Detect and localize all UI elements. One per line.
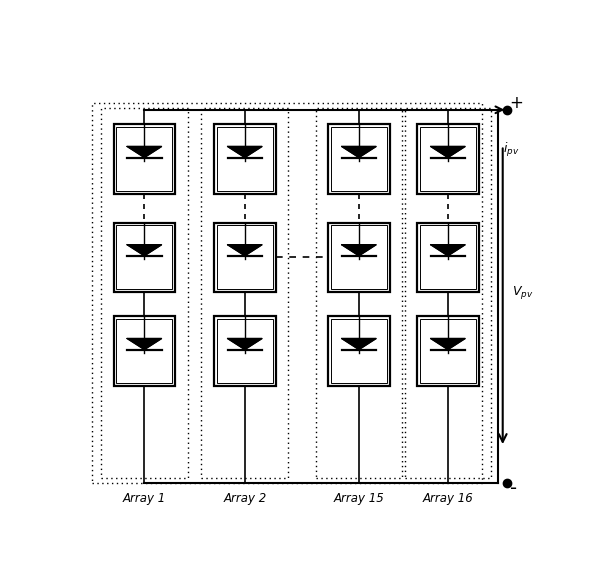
Bar bbox=[417, 124, 479, 194]
Bar bbox=[217, 319, 273, 383]
Bar bbox=[116, 225, 173, 289]
Bar bbox=[420, 225, 476, 289]
Bar bbox=[217, 127, 273, 191]
Bar bbox=[328, 124, 390, 194]
Bar bbox=[114, 223, 175, 292]
Bar bbox=[116, 319, 173, 383]
Text: +: + bbox=[509, 94, 524, 112]
Text: Array 1: Array 1 bbox=[123, 492, 166, 505]
Bar bbox=[214, 223, 276, 292]
Polygon shape bbox=[227, 339, 262, 350]
Polygon shape bbox=[431, 339, 465, 350]
Bar bbox=[214, 124, 276, 194]
Polygon shape bbox=[431, 245, 465, 256]
Bar bbox=[116, 127, 173, 191]
Bar bbox=[217, 225, 273, 289]
Polygon shape bbox=[127, 339, 161, 350]
Polygon shape bbox=[342, 245, 376, 256]
Bar bbox=[331, 127, 387, 191]
Text: Array 2: Array 2 bbox=[223, 492, 266, 505]
Text: -: - bbox=[509, 478, 517, 498]
Bar bbox=[114, 316, 175, 386]
Text: $V_{pv}$: $V_{pv}$ bbox=[512, 284, 533, 302]
Text: Array 15: Array 15 bbox=[333, 492, 384, 505]
Text: $i_{pv}$: $i_{pv}$ bbox=[503, 141, 519, 159]
Bar bbox=[417, 316, 479, 386]
Bar bbox=[328, 223, 390, 292]
Bar bbox=[331, 225, 387, 289]
Bar bbox=[331, 319, 387, 383]
Polygon shape bbox=[227, 245, 262, 256]
Polygon shape bbox=[342, 147, 376, 158]
Bar bbox=[328, 316, 390, 386]
Text: Array 16: Array 16 bbox=[422, 492, 474, 505]
Polygon shape bbox=[431, 147, 465, 158]
Bar bbox=[214, 316, 276, 386]
Polygon shape bbox=[342, 339, 376, 350]
Polygon shape bbox=[127, 245, 161, 256]
Bar bbox=[420, 319, 476, 383]
Polygon shape bbox=[127, 147, 161, 158]
Bar bbox=[114, 124, 175, 194]
Bar bbox=[417, 223, 479, 292]
Bar bbox=[420, 127, 476, 191]
Polygon shape bbox=[227, 147, 262, 158]
